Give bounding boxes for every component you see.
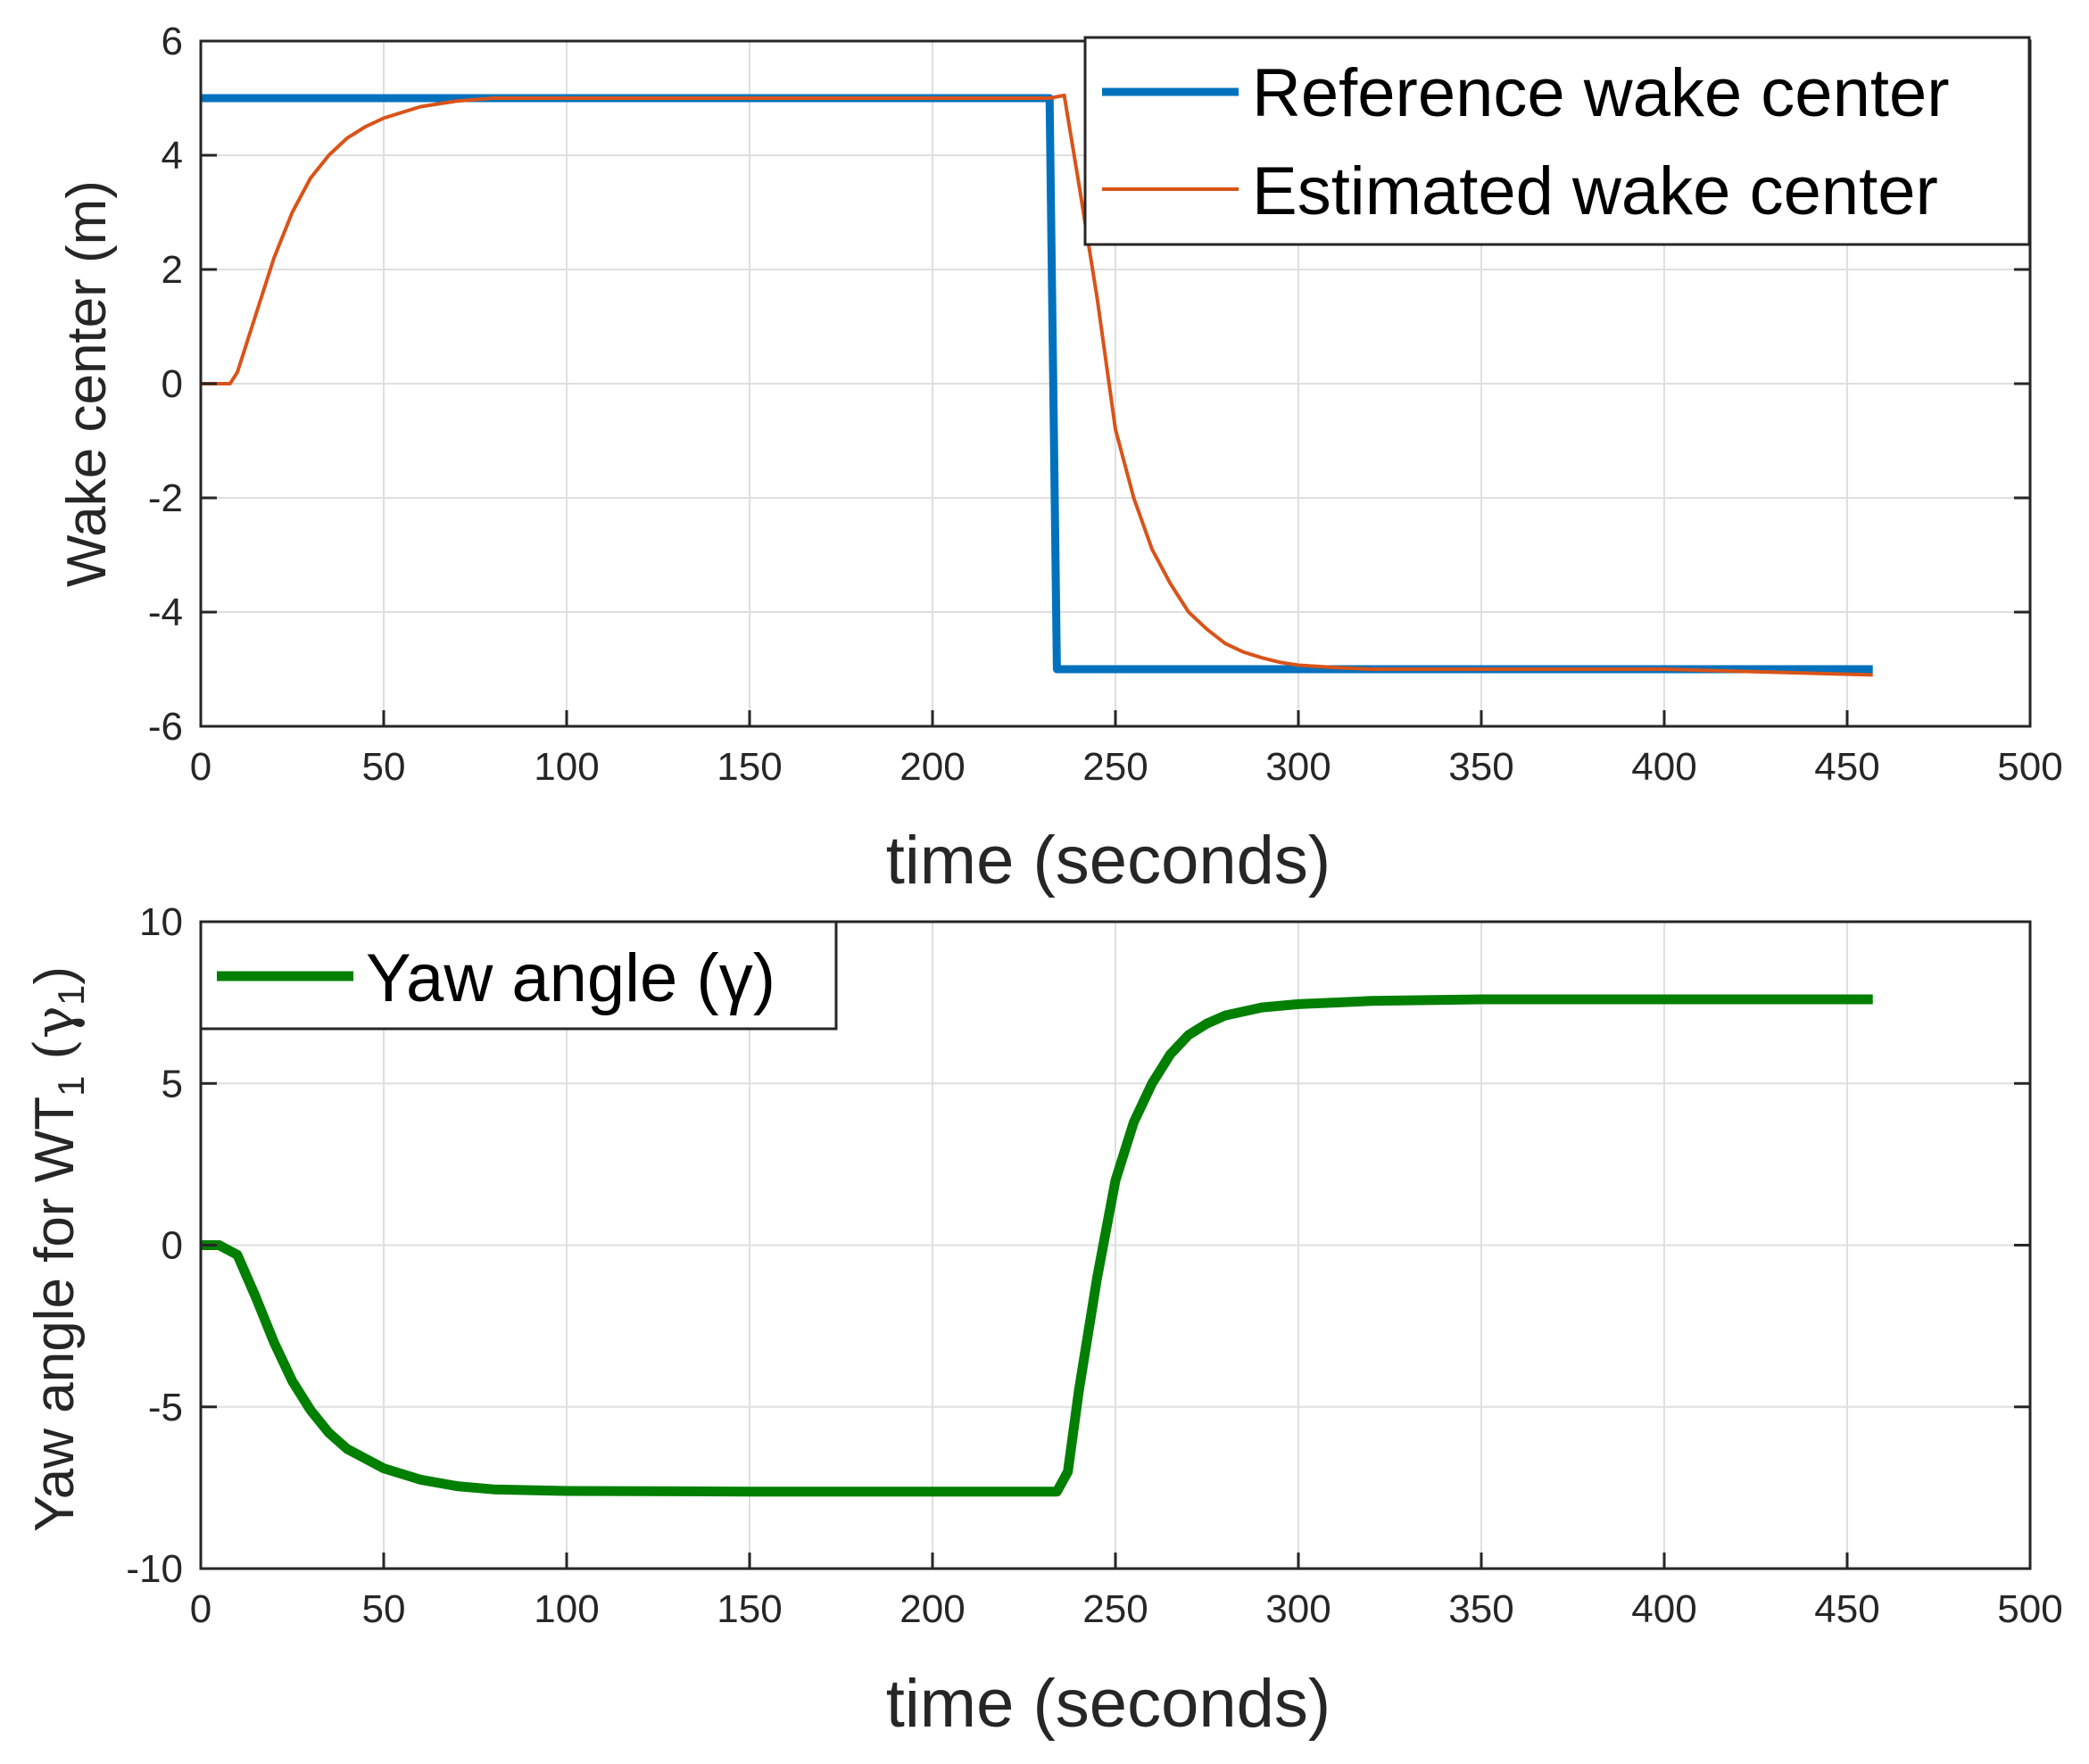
y-tick-label: 4 (162, 134, 183, 178)
y-axis-label: Wake center (m) (56, 180, 118, 587)
y-tick-label: 2 (162, 248, 183, 292)
x-tick-label: 200 (899, 745, 965, 789)
x-tick-label: 400 (1631, 745, 1696, 789)
y-axis-label: Yaw angle for WT1 (γ1) (21, 966, 92, 1532)
x-tick-label: 450 (1814, 745, 1879, 789)
x-tick-label: 300 (1265, 1587, 1330, 1631)
x-axis-label: time (seconds) (886, 1666, 1330, 1742)
y-tick-label: 6 (162, 20, 183, 63)
y-tick-label: -2 (148, 476, 183, 520)
x-tick-labels: 0 50 100 150 200 250 300 350 400 450 500 (190, 1553, 2063, 1631)
x-tick-label: 50 (362, 1587, 406, 1631)
y-tick-label: -10 (126, 1547, 183, 1591)
y-tick-label: 0 (162, 1224, 183, 1268)
series-line-yaw-angle (201, 994, 1873, 1497)
x-tick-label: 350 (1448, 745, 1513, 789)
y-tick-label: 5 (162, 1062, 183, 1106)
x-tick-label: 350 (1448, 1587, 1513, 1631)
x-tick-label: 300 (1265, 745, 1330, 789)
wake-center-panel: 0 50 100 150 200 250 300 350 400 450 500 6 4 2 0 -2 -4 -… (56, 20, 2063, 899)
x-tick-label: 450 (1814, 1587, 1879, 1631)
legend: Reference wake center Estimated wake cen… (1083, 36, 2031, 246)
x-tick-label: 500 (1997, 1587, 2062, 1631)
x-tick-label: 100 (534, 1587, 599, 1631)
x-tick-label: 150 (717, 1587, 782, 1631)
yaw-angle-panel: 0 50 100 150 200 250 300 350 400 450 500 1050-5-10… (21, 900, 2063, 1742)
x-tick-label: 200 (899, 1587, 965, 1631)
x-tick-label: 250 (1082, 745, 1148, 789)
y-tick-label: -6 (148, 705, 183, 749)
legend-box (1083, 36, 2031, 246)
x-tick-label: 400 (1631, 1587, 1696, 1631)
y-tick-label: -4 (148, 591, 183, 634)
x-tick-label: 0 (190, 1587, 211, 1631)
y-tick-label: 10 (139, 900, 183, 944)
x-tick-label: 150 (717, 745, 782, 789)
series-layer (201, 93, 1873, 677)
x-tick-label: 0 (190, 745, 211, 789)
series-line-estimated-wake-center (201, 93, 1873, 677)
x-tick-label: 100 (534, 745, 599, 789)
legend-label-yaw: Yaw angle (γ) (366, 940, 775, 1016)
y-tick-label: -5 (148, 1386, 183, 1429)
x-tick-label: 50 (362, 745, 406, 789)
legend: Yaw angle (γ) (199, 920, 838, 1031)
x-axis-label: time (seconds) (886, 823, 1330, 899)
x-tick-label: 250 (1082, 1587, 1148, 1631)
x-tick-labels: 0 50 100 150 200 250 300 350 400 450 500 (190, 710, 2063, 789)
legend-label-reference: Reference wake center (1252, 55, 1950, 131)
x-tick-label: 500 (1997, 745, 2062, 789)
series-layer (201, 994, 1873, 1497)
legend-label-estimated: Estimated wake center (1252, 153, 1938, 229)
y-tick-label: 0 (162, 362, 183, 406)
